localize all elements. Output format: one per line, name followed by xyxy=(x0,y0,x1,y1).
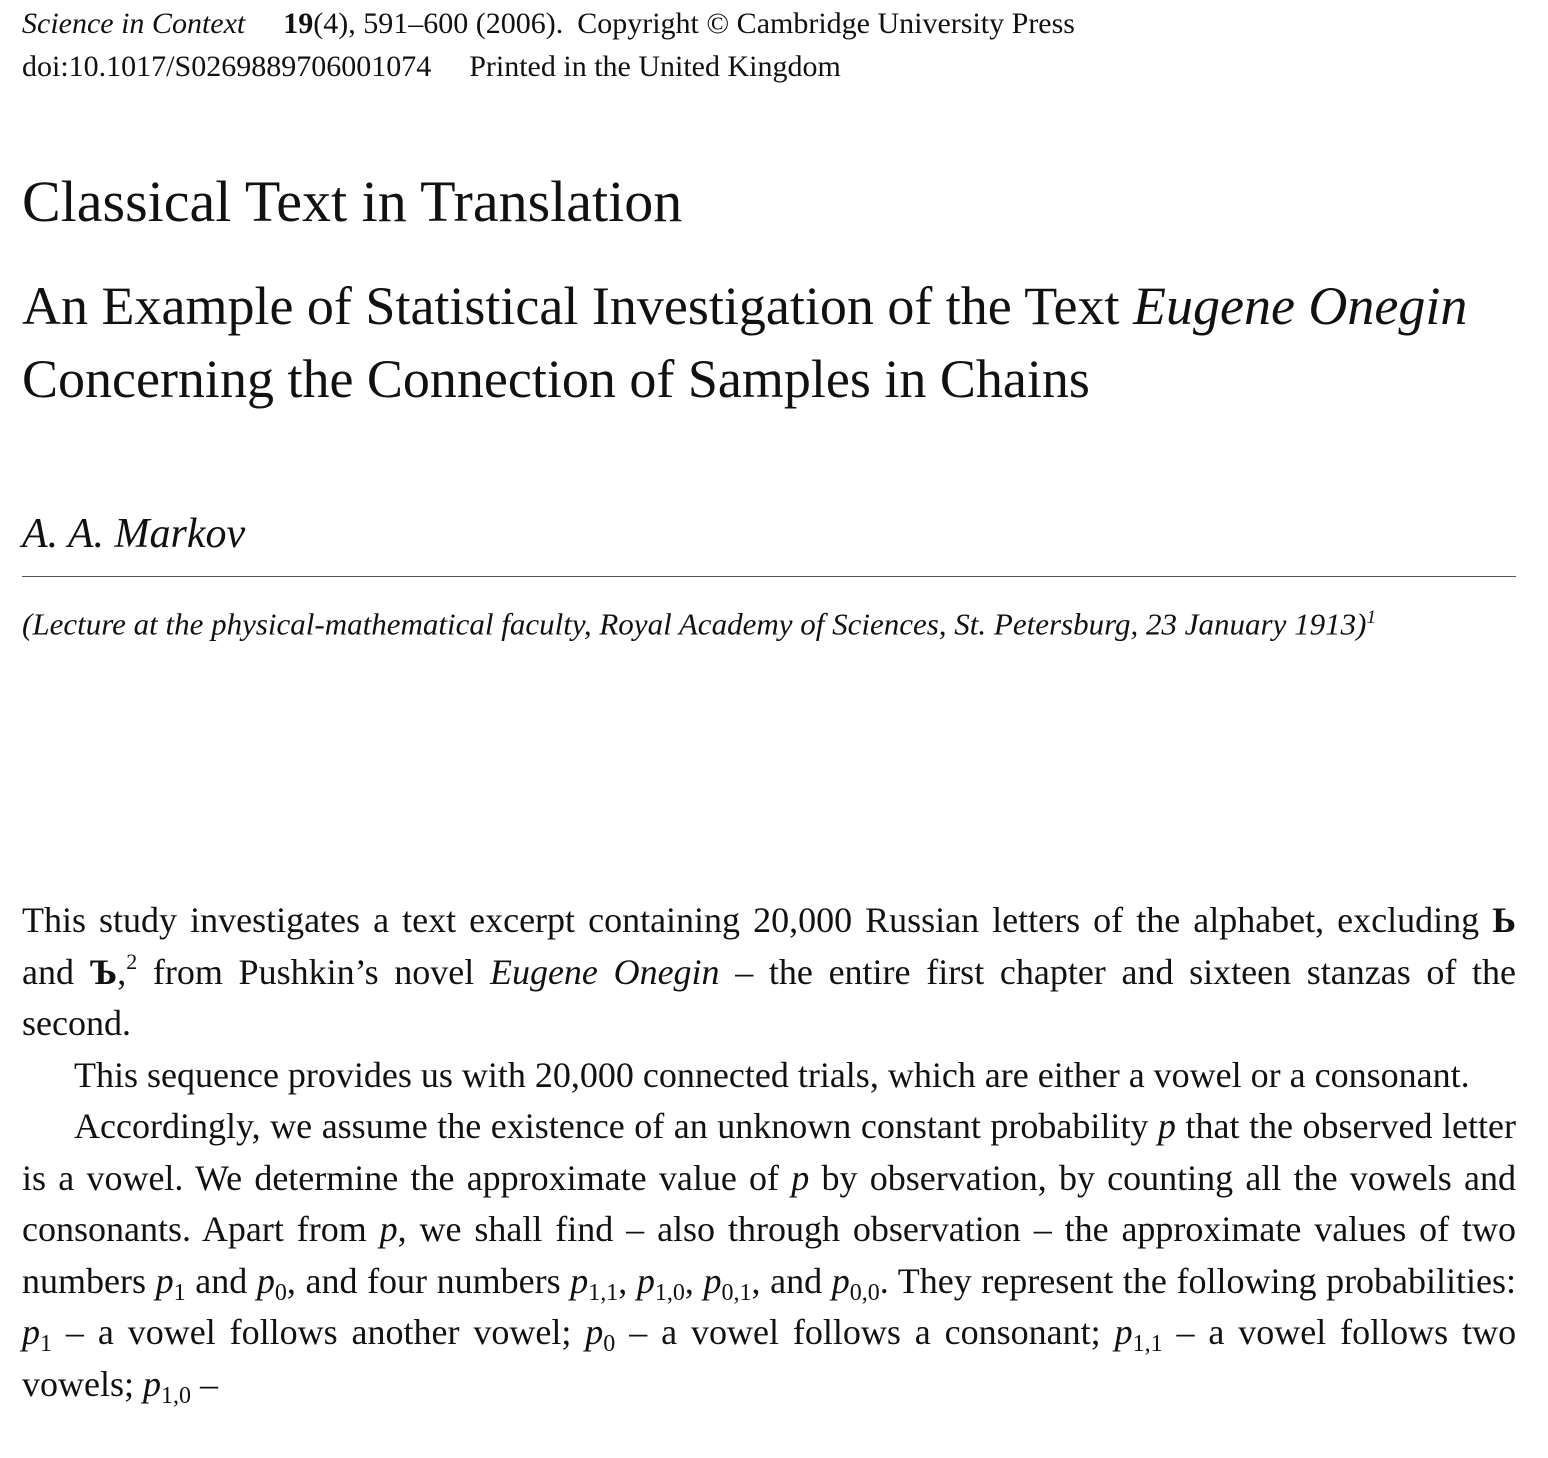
math-p00: p xyxy=(831,1260,850,1301)
body-text: , xyxy=(117,951,127,992)
math-p11: p xyxy=(1114,1312,1133,1352)
cyrillic-hard-sign: Ъ xyxy=(89,951,118,992)
section-title: Classical Text in Translation xyxy=(22,169,683,234)
math-p0: p xyxy=(256,1260,275,1301)
math-subscript: 0,0 xyxy=(849,1279,880,1306)
body-text: – a vowel follows another vowel; xyxy=(65,1312,572,1352)
math-p10: p xyxy=(143,1363,161,1404)
body-text: – a vowel follows two vowels; xyxy=(22,1312,1517,1404)
article-title-part2: Concerning the Connection of Samples in … xyxy=(22,349,1090,409)
cyrillic-soft-sign: Ь xyxy=(1492,900,1517,940)
footnote-mark-2: 2 xyxy=(126,948,138,974)
doi-text: doi:10.1017/S0269889706001074 xyxy=(22,50,432,83)
journal-citation-line: Science in Context 19(4), 591–600 (2006).… xyxy=(22,9,1075,39)
math-subscript: 1 xyxy=(173,1279,186,1306)
body-text: Accordingly, we assume the existence of … xyxy=(74,1106,1149,1146)
math-subscript: 1,1 xyxy=(588,1279,619,1306)
math-subscript: 1 xyxy=(40,1331,52,1357)
body-text: , and four numbers xyxy=(286,1260,561,1301)
article-title: An Example of Statistical Investigation … xyxy=(22,270,1516,416)
math-subscript: 1,0 xyxy=(654,1279,685,1306)
journal-name: Science in Context xyxy=(22,7,246,40)
divider-rule xyxy=(22,576,1516,577)
math-p: p xyxy=(791,1157,810,1198)
body-text: , xyxy=(618,1260,628,1301)
body-text: – a vowel follows a consonant; xyxy=(629,1312,1101,1352)
body-text: . They represent the following probabili… xyxy=(879,1260,1517,1301)
body-paragraph-3: Accordingly, we assume the existence of … xyxy=(22,1101,1516,1410)
math-subscript: 1,0 xyxy=(161,1382,191,1409)
article-title-novel: Eugene Onegin xyxy=(1132,276,1468,336)
body-text: and xyxy=(22,951,74,992)
body-text: by observation, by counting all the vowe… xyxy=(22,1157,1517,1250)
body-paragraph-2: This sequence provides us with 20,000 co… xyxy=(74,1054,1470,1095)
author-name: A. A. Markov xyxy=(22,511,246,557)
body-text: from Pushkin’s novel xyxy=(152,951,475,992)
body-text: – xyxy=(200,1363,218,1404)
footnote-mark-1: 1 xyxy=(1366,607,1376,628)
math-subscript: 0,1 xyxy=(721,1279,752,1306)
math-p1: p xyxy=(22,1312,40,1352)
journal-issue-pages: (4), 591–600 (2006). xyxy=(313,7,564,40)
article-body: This study investigates a text excerpt c… xyxy=(22,895,1516,1410)
math-p11: p xyxy=(570,1260,589,1301)
journal-volume: 19 xyxy=(283,7,314,40)
copyright-notice: Copyright © Cambridge University Press xyxy=(577,7,1075,40)
math-p0: p xyxy=(585,1312,604,1352)
body-text: – the entire first chapter and sixteen s… xyxy=(22,951,1517,1044)
article-title-part1: An Example of Statistical Investigation … xyxy=(22,276,1120,336)
doi-line: doi:10.1017/S0269889706001074 Printed in … xyxy=(22,52,841,82)
math-subscript: 1,1 xyxy=(1132,1331,1163,1357)
novel-title: Eugene Onegin xyxy=(489,951,720,992)
math-p01: p xyxy=(703,1260,722,1301)
body-text: that the observed letter is a vowel. We … xyxy=(22,1106,1517,1198)
math-subscript: 0 xyxy=(603,1331,616,1357)
body-text: This study investigates a text excerpt c… xyxy=(22,900,1480,940)
body-text: , and xyxy=(751,1260,823,1301)
math-p: p xyxy=(379,1209,398,1249)
lecture-note: (Lecture at the physical-mathematical fa… xyxy=(22,595,1516,647)
body-text: and xyxy=(195,1260,248,1301)
body-text: , xyxy=(684,1260,694,1301)
lecture-note-text: (Lecture at the physical-mathematical fa… xyxy=(22,606,1367,642)
body-paragraph-1: This study investigates a text excerpt c… xyxy=(22,895,1516,1050)
printed-in: Printed in the United Kingdom xyxy=(469,50,841,83)
math-p10: p xyxy=(636,1260,655,1301)
body-text: , we shall find – also through observati… xyxy=(22,1209,1517,1301)
math-p: p xyxy=(1157,1106,1176,1146)
math-p1: p xyxy=(155,1260,174,1301)
math-subscript: 0 xyxy=(274,1279,287,1306)
